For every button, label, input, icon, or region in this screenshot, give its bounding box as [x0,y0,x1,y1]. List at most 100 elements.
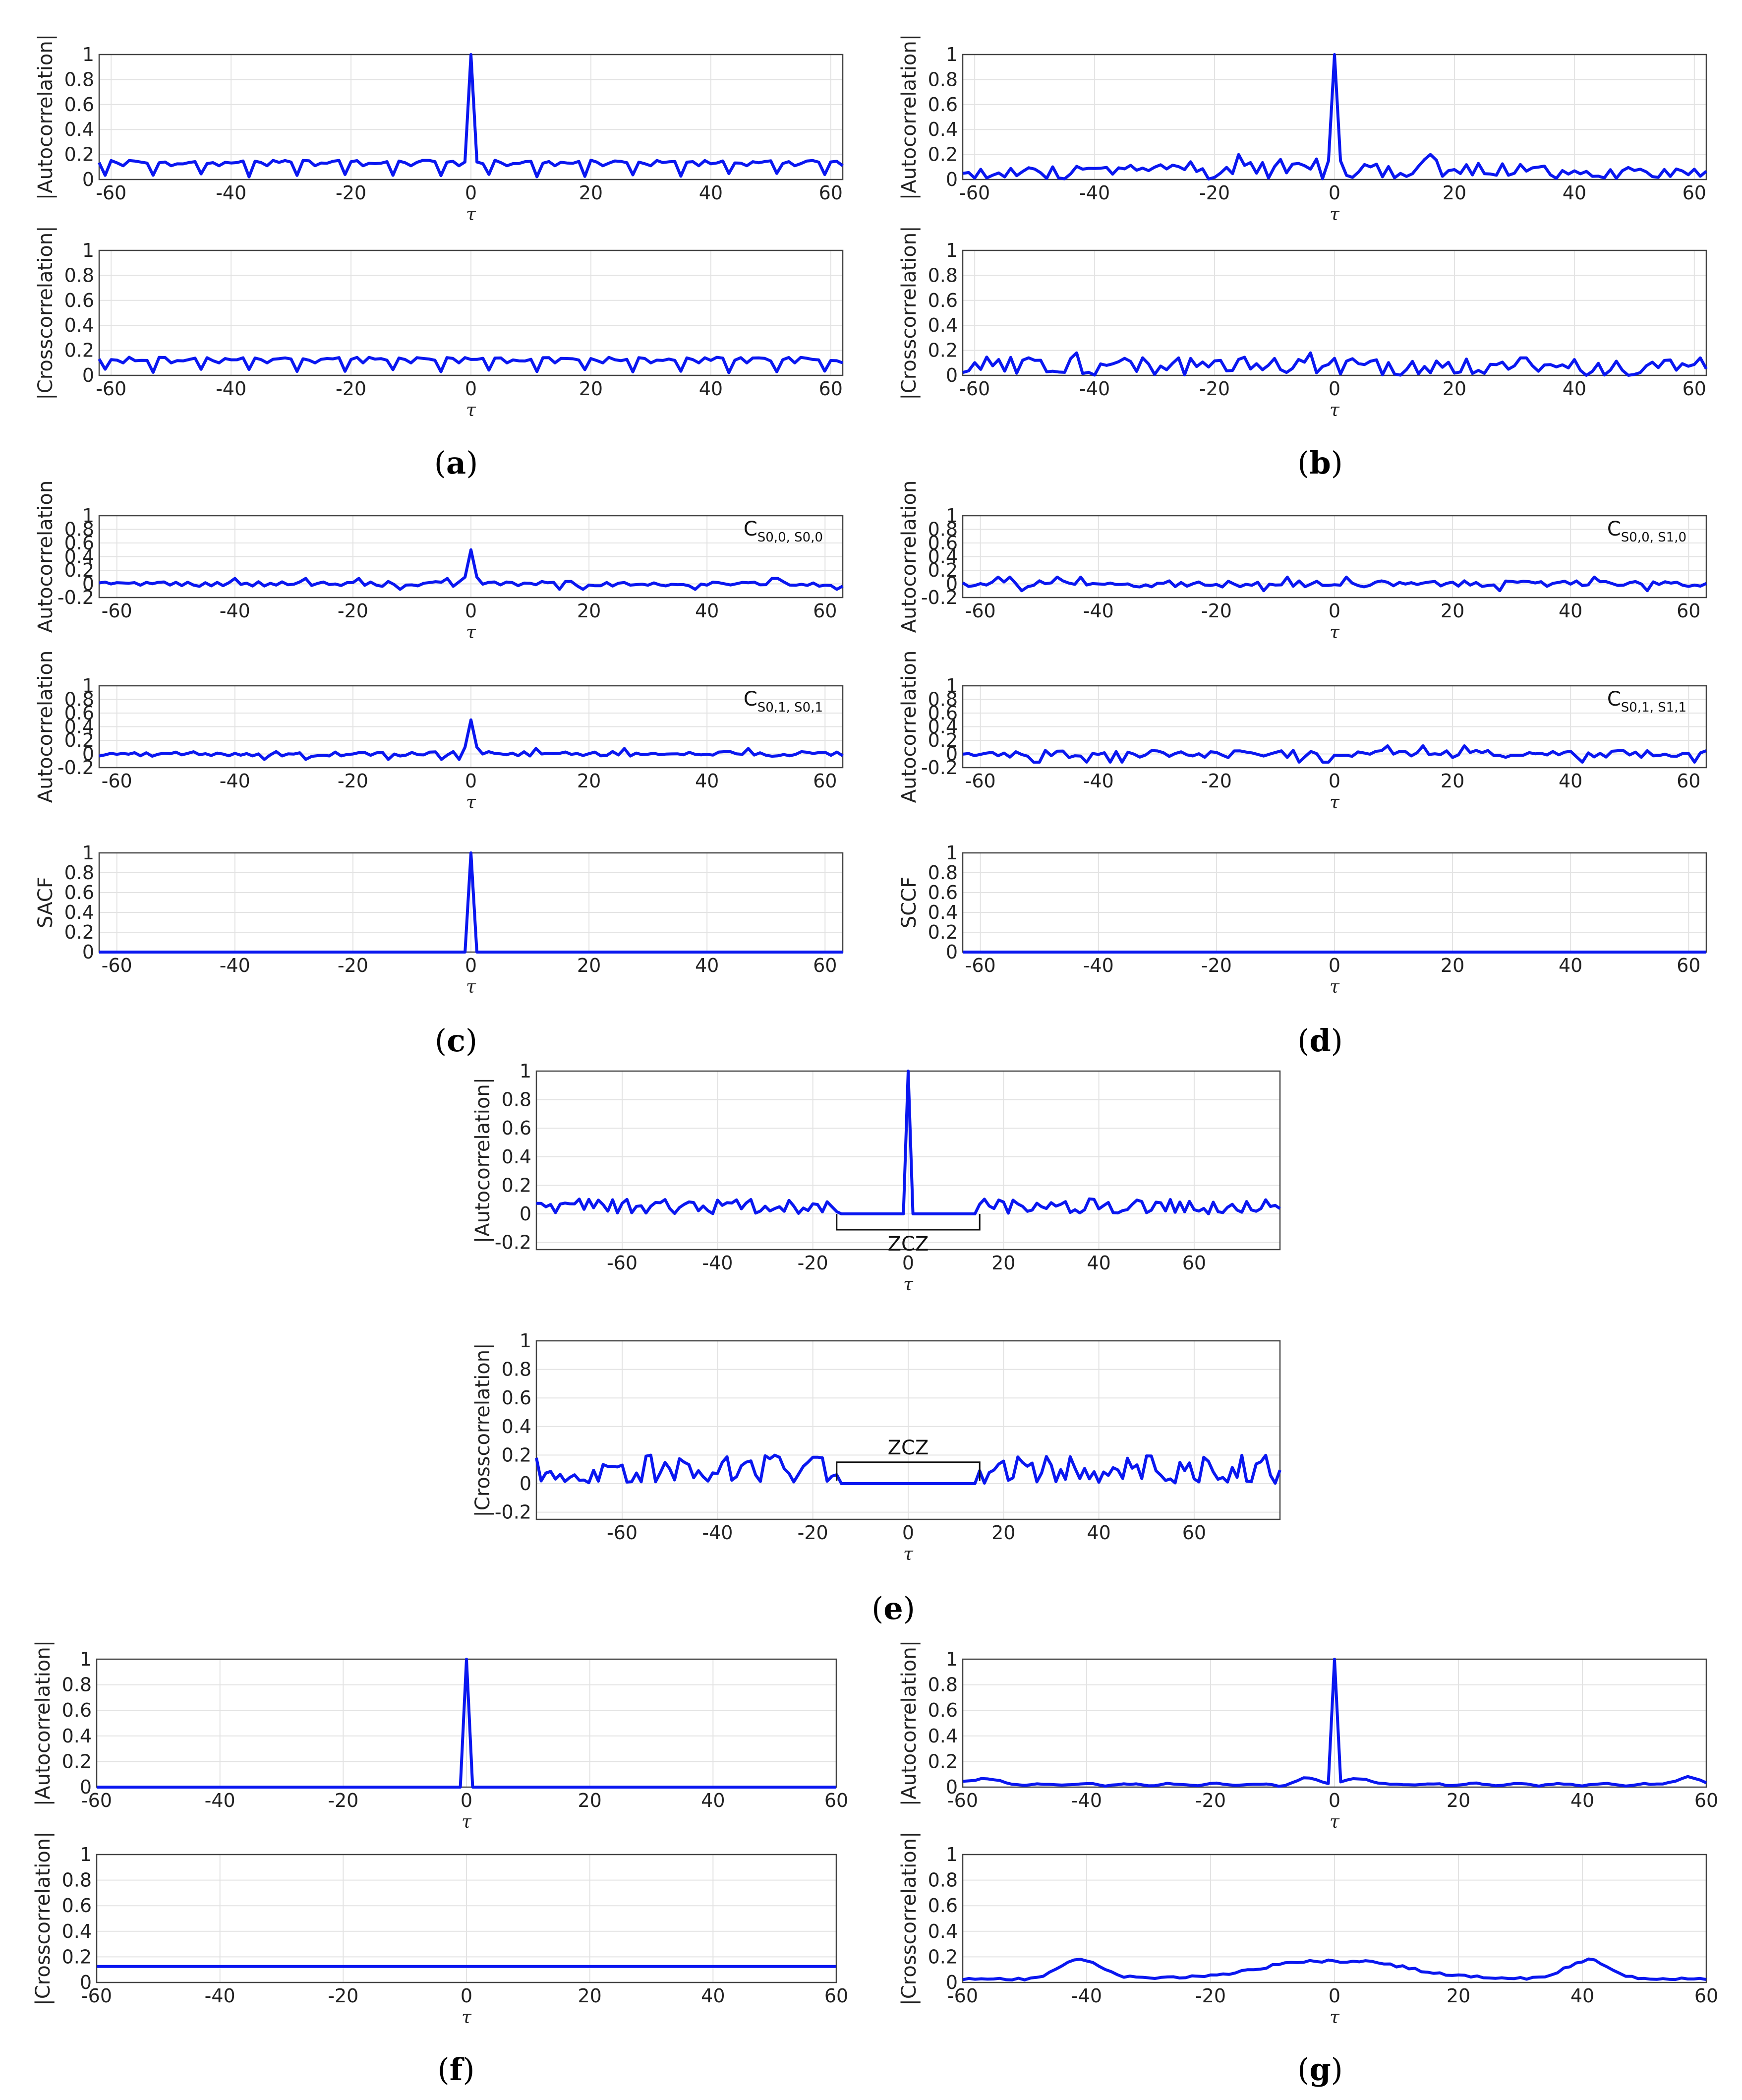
data-series-line [99,718,844,761]
x-tick-label: 60 [813,955,837,976]
x-axis-label: τ [466,792,476,813]
x-axis-label: τ [1330,400,1340,420]
x-tick-label: -40 [1079,378,1110,400]
data-series-line [97,1658,836,1789]
x-tick-label: 60 [1694,1985,1718,2007]
y-tick-label: 0.6 [64,882,94,903]
y-axis-label: |Crosscorrelation| [471,1343,494,1517]
x-tick-label: 40 [1087,1522,1110,1544]
y-tick-label: 1 [80,1648,92,1670]
x-tick-label: -40 [702,1522,733,1544]
x-axis-label: τ [462,2007,472,2028]
axes-frame [96,1854,837,1983]
x-tick-label: 20 [991,1252,1015,1274]
x-tick-label: 20 [991,1522,1015,1544]
x-tick-label: -60 [965,955,996,976]
data-series-line [99,851,843,954]
x-tick-label: 40 [701,1985,725,2007]
x-tick-label: 40 [695,770,719,792]
x-tick-label: 60 [819,378,843,400]
x-tick-label: 60 [1182,1252,1206,1274]
x-axis-label: τ [466,977,476,997]
x-axis-label: τ [466,400,476,420]
y-tick-label: 1 [520,1330,531,1352]
y-tick-label: 0 [946,743,958,765]
y-axis-label: |Autocorrelation| [898,34,921,200]
y-tick-label: 0.2 [64,559,94,581]
panel-b2: -60 -40 -20 0 20 40 60 0 0.2 0.4 0.6 0.8 1 τ |Crosscor… [898,226,1708,420]
x-tick-label: 0 [461,1790,472,1811]
x-tick-label: -40 [220,600,250,622]
x-axis-label: τ [903,1274,914,1295]
x-tick-label: 20 [1443,378,1466,400]
y-tick-label: 1 [82,44,94,65]
data-series-line [535,1453,1281,1485]
y-tick-label: 0 [82,941,94,963]
x-tick-label: -60 [959,378,990,400]
y-tick-label: 1 [80,1844,92,1865]
x-tick-label: 0 [1329,770,1340,792]
y-tick-label: 0.6 [928,1895,958,1917]
x-tick-label: 0 [465,770,477,792]
x-tick-label: 60 [1683,182,1706,204]
panel-c2: -60 -40 -20 0 20 40 60-0.200.20.40.60.81τAutoc… [34,651,844,813]
x-tick-label: -40 [220,770,250,792]
x-tick-label: 0 [1329,1790,1340,1811]
y-tick-label: 0.4 [928,119,958,140]
x-tick-label: -40 [216,182,246,204]
y-tick-label: 1 [82,505,94,527]
y-tick-label: 0.6 [64,532,94,554]
y-tick-label: -0.2 [921,757,958,779]
x-tick-label: 60 [813,770,837,792]
x-tick-label: 60 [1677,770,1700,792]
y-axis-label: SACF [34,877,57,928]
y-tick-label: 0 [82,169,94,190]
x-tick-label: -60 [96,182,126,204]
zcz-label: ZCZ [888,1233,929,1256]
x-tick-label: -60 [607,1252,638,1274]
subfigure-label: (g) [1297,2051,1343,2088]
y-tick-label: 0.2 [928,559,958,581]
y-tick-label: 1 [82,675,94,697]
y-tick-label: 0.2 [62,1946,92,1968]
y-tick-label: -0.2 [495,1232,531,1254]
data-series-line [962,53,1707,180]
y-tick-label: 0 [946,1776,958,1798]
y-tick-label: 0.2 [928,1750,958,1772]
x-tick-label: 60 [1677,955,1700,976]
panel-c1: -60 -40 -20 0 20 40 60-0.200.20.40.60.81τAutoc… [34,480,844,643]
x-tick-label: 60 [1677,600,1700,622]
y-tick-label: -0.2 [921,587,958,608]
y-axis-label: |Crosscorrelation| [898,1831,921,2005]
y-tick-label: 0.4 [928,901,958,923]
series-annotation: CS0,0, S1,0 [1607,518,1686,545]
x-tick-label: 40 [701,1790,725,1811]
x-tick-label: -20 [338,600,368,622]
x-tick-label: 20 [577,955,601,976]
axes-frame [962,249,1707,376]
y-axis-label: SCCF [898,877,921,928]
x-axis-label: τ [1330,622,1340,643]
x-tick-label: 40 [1570,1985,1594,2007]
y-tick-label: 0.6 [502,1117,531,1139]
x-axis-label: τ [466,204,476,225]
series-annotation: CS0,1, S1,1 [1607,688,1686,715]
x-tick-label: -40 [1071,1790,1102,1811]
x-tick-label: -60 [81,1985,112,2007]
y-tick-label: 0.6 [64,94,94,116]
y-tick-label: 0.8 [502,1089,531,1111]
y-tick-label: 0 [82,743,94,765]
y-tick-label: 0.4 [502,1146,531,1168]
x-tick-label: 0 [465,378,477,400]
panel-b1: -60 -40 -20 0 20 40 60 0 0.2 0.4 0.6 0.8 1 τ |Autocorr… [898,34,1707,225]
x-tick-label: -20 [336,378,366,400]
y-tick-label: 0.2 [928,340,958,361]
x-tick-label: 20 [1441,770,1464,792]
x-tick-label: -20 [1201,955,1232,976]
y-tick-label: 0.2 [64,729,94,751]
panel-f2: -60 -40 -20 0 20 40 60 0 0.2 0.4 0.6 0.8 1 τ |Crosscor… [32,1831,848,2028]
x-tick-label: -20 [798,1252,828,1274]
y-axis-label: |Crosscorrelation| [34,226,57,400]
y-tick-label: 0.4 [64,119,94,140]
